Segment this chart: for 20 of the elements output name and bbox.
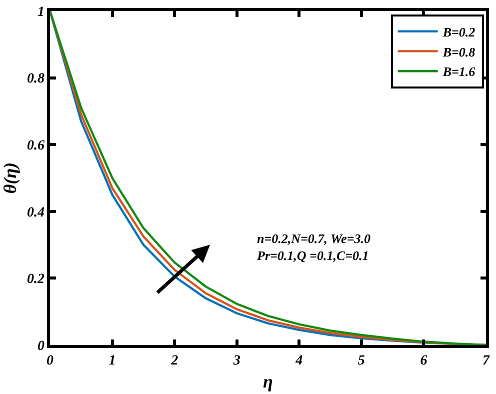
x-tick-label: 3 [232,354,240,369]
y-tick-label: 0.2 [26,272,44,288]
y-axis-title: θ(η) [0,162,20,194]
y-tick-label: 0.8 [26,72,44,87]
x-tick-label: 6 [420,354,428,369]
legend-label: B=0.8 [442,44,476,60]
y-tick-label: 0.4 [26,205,44,220]
x-tick-label: 4 [294,354,303,369]
legend-label: B=1.6 [442,64,476,80]
legend-label: B=0.2 [442,24,476,40]
y-tick-label: 0 [37,338,44,354]
x-axis-title: η [263,372,274,392]
x-tick-label: 7 [482,354,490,369]
x-tick-label: 2 [170,354,178,369]
y-tick-label: 0.6 [26,138,44,154]
x-tick-label: 1 [108,354,116,369]
annotation: n=0.2,N=0.7, We=3.0 Pr=0.1,Q =0.1,C=0.1 [257,231,371,263]
line-series [50,11,486,345]
x-tick-label: 5 [358,354,365,369]
y-tick-label: 1 [37,4,44,20]
